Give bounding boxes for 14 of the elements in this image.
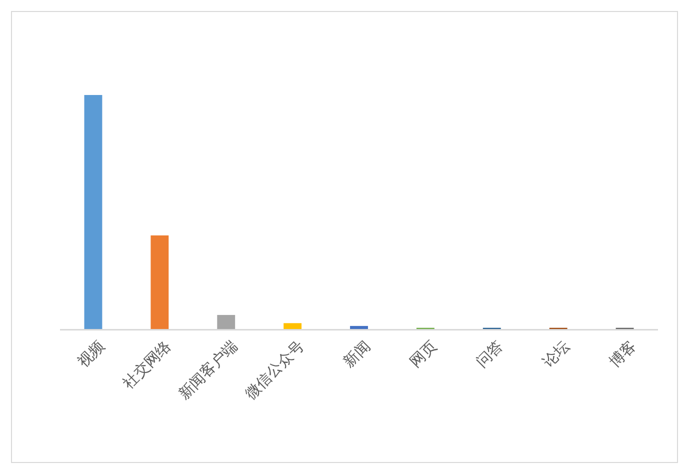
x-tick-label: 视频 bbox=[74, 337, 108, 371]
bar bbox=[84, 95, 102, 329]
x-tick-label: 网页 bbox=[406, 337, 440, 371]
bar bbox=[350, 326, 368, 329]
bar bbox=[284, 323, 302, 329]
x-tick-label: 新闻 bbox=[340, 337, 374, 371]
x-tick-label: 博客 bbox=[606, 337, 640, 371]
x-tick-label: 微信公众号 bbox=[242, 337, 308, 403]
x-tick-label: 问答 bbox=[472, 337, 507, 371]
x-tick-label: 新闻客户端 bbox=[175, 337, 241, 403]
x-tick-label: 论坛 bbox=[539, 337, 574, 371]
bar bbox=[217, 314, 236, 329]
bar bbox=[150, 235, 169, 329]
x-tick-label: 社交网络 bbox=[119, 337, 174, 392]
